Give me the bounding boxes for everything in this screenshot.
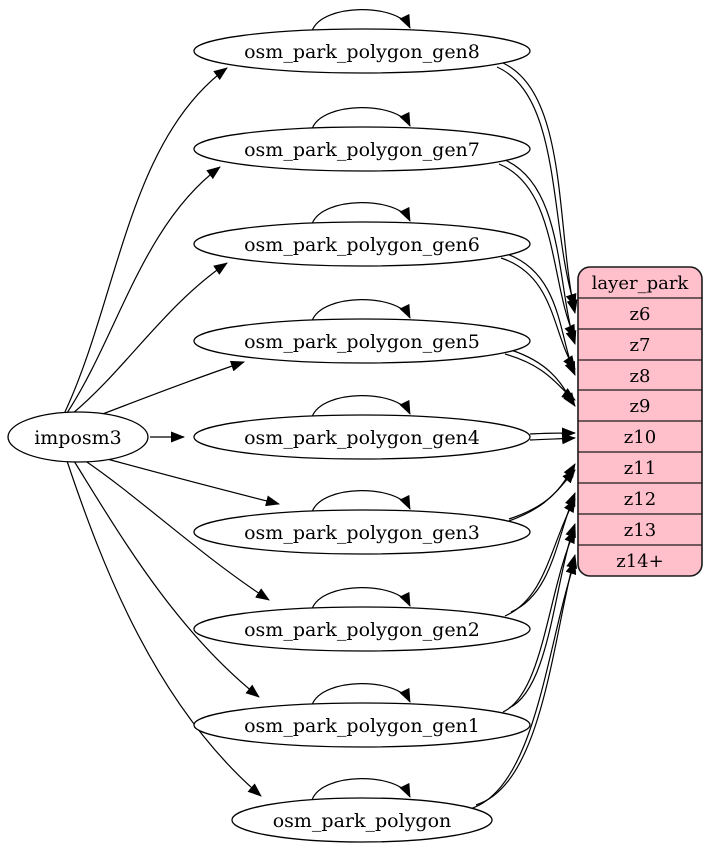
polygon-label: osm_park_polygon (273, 810, 452, 832)
self-loop-gen4 (311, 395, 411, 418)
layer-row-z10: z10 (624, 427, 656, 448)
gen7-ellipse (193, 126, 531, 172)
edge-gen7-z7 (498, 159, 577, 345)
gen4-ellipse (193, 414, 531, 460)
self-loop-gen7 (311, 107, 411, 130)
self-loop-gen8 (311, 9, 411, 32)
node-osm-park-polygon-gen5: osm_park_polygon_gen5 (193, 318, 531, 364)
edge-imposm3-gen5 (91, 360, 245, 419)
gen2-ellipse (193, 606, 531, 652)
layer-row-z13: z13 (624, 520, 656, 541)
node-osm-park-polygon-gen2: osm_park_polygon_gen2 (193, 606, 531, 652)
self-loop-gen1 (311, 683, 411, 706)
layer-row-z7: z7 (630, 335, 651, 356)
layer-row-z8: z8 (630, 366, 651, 387)
edge-gen2-z12 (504, 492, 576, 617)
edges-imposm3 (63, 67, 280, 797)
gen5-ellipse (193, 318, 531, 364)
imposm3-label: imposm3 (34, 427, 122, 449)
gen1-label: osm_park_polygon_gen1 (244, 715, 480, 737)
edge-gen4-z10 (529, 427, 576, 445)
polygon-ellipse (231, 797, 493, 843)
edge-imposm3-polygon (66, 460, 262, 797)
edge-imposm3-gen3 (95, 455, 280, 507)
node-osm-park-polygon-gen7: osm_park_polygon_gen7 (193, 126, 531, 172)
gen2-label: osm_park_polygon_gen2 (244, 619, 480, 641)
edge-imposm3-gen2 (83, 459, 270, 601)
self-loop-gen6 (311, 202, 411, 225)
edge-polygon-z14 (469, 554, 578, 810)
edge-gen3-z11 (502, 463, 576, 524)
gen3-label: osm_park_polygon_gen3 (244, 522, 480, 544)
node-osm-park-polygon-gen4: osm_park_polygon_gen4 (193, 414, 531, 460)
self-loop-gen2 (311, 587, 411, 610)
edge-gen8-z6 (496, 62, 578, 314)
self-loop-gen3 (311, 490, 411, 513)
gen8-label: osm_park_polygon_gen8 (244, 41, 480, 63)
gen4-label: osm_park_polygon_gen4 (244, 427, 480, 449)
node-osm-park-polygon-gen1: osm_park_polygon_gen1 (193, 702, 531, 748)
layer-row-z9: z9 (630, 396, 651, 417)
node-osm-park-polygon-gen3: osm_park_polygon_gen3 (193, 509, 531, 555)
edge-imposm3-gen8 (63, 67, 228, 415)
node-imposm3: imposm3 (7, 411, 149, 463)
layer-row-z12: z12 (624, 489, 656, 510)
edge-imposm3-gen1 (73, 460, 260, 698)
gen8-ellipse (193, 28, 531, 74)
node-layer-park: layer_park z6 z7 z8 z9 z10 z11 z12 z13 z… (577, 266, 703, 577)
node-osm-park-polygon: osm_park_polygon (231, 797, 493, 843)
layer-park-title: layer_park (592, 273, 690, 294)
edge-imposm3-gen7 (66, 166, 221, 414)
gen5-label: osm_park_polygon_gen5 (244, 331, 480, 353)
imposm3-ellipse (7, 411, 149, 463)
layer-row-z14: z14+ (616, 551, 663, 572)
edge-imposm3-gen6 (71, 262, 228, 415)
gen6-ellipse (193, 221, 531, 267)
gen3-ellipse (193, 509, 531, 555)
layer-row-z11: z11 (624, 458, 656, 479)
gen6-label: osm_park_polygon_gen6 (244, 234, 480, 256)
edge-gen1-z13 (502, 523, 576, 713)
edges-to-layer (469, 62, 578, 810)
layer-row-z6: z6 (630, 304, 651, 325)
edge-gen5-z9 (504, 349, 576, 407)
self-loop-polygon (311, 778, 411, 801)
gen7-label: osm_park_polygon_gen7 (244, 139, 480, 161)
node-osm-park-polygon-gen6: osm_park_polygon_gen6 (193, 221, 531, 267)
gen1-ellipse (193, 702, 531, 748)
self-loops (311, 9, 411, 801)
self-loop-gen5 (311, 299, 411, 322)
node-osm-park-polygon-gen8: osm_park_polygon_gen8 (193, 28, 531, 74)
edge-gen6-z8 (500, 253, 576, 376)
